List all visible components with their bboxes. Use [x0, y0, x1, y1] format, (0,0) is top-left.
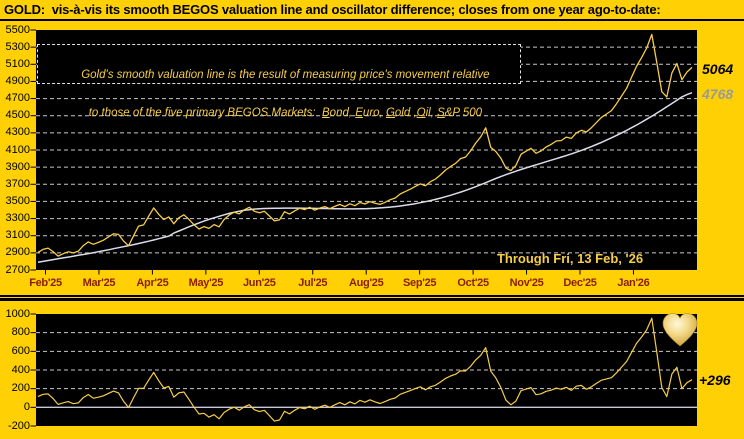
oscillator-difference-line [37, 317, 693, 422]
gold-price-line [37, 33, 693, 257]
panel-separator-rule-thick [0, 298, 744, 301]
valuation-annotation-box: Gold's smooth valuation line is the resu… [37, 44, 521, 119]
panel-separator-rule-thin [0, 295, 744, 297]
through-date-label: Through Fri, 13 Feb, '26 [496, 251, 644, 266]
title-underline-rule [0, 19, 744, 21]
gold-heart-icon [662, 313, 698, 347]
page-title: GOLD: vis-à-vis its smooth BEGOS valuati… [4, 2, 661, 17]
annotation-line-2: to those of the five primary BEGOS Marke… [88, 107, 483, 119]
annotation-line-1: Gold's smooth valuation line is the resu… [81, 69, 490, 81]
gold-price-end-value-label: 5064 [702, 61, 734, 77]
title-bar: GOLD: vis-à-vis its smooth BEGOS valuati… [0, 0, 744, 20]
valuation-line-end-value-label: 4768 [702, 86, 734, 102]
smooth-begos-valuation-line [37, 91, 693, 264]
oscillator-end-value-label: +296 [699, 372, 731, 388]
